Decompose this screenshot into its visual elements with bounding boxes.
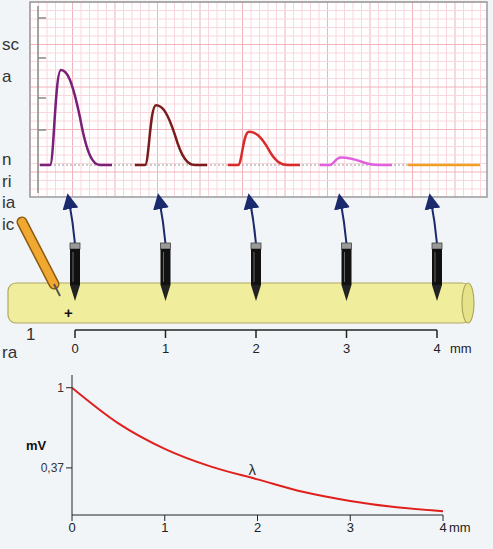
svg-text:2: 2 — [254, 520, 261, 535]
svg-text:mm: mm — [450, 341, 472, 356]
svg-text:4: 4 — [439, 520, 446, 535]
svg-text:2: 2 — [252, 341, 259, 356]
svg-text:λ: λ — [249, 461, 257, 478]
svg-text:0: 0 — [68, 520, 75, 535]
svg-text:mV: mV — [26, 438, 47, 453]
svg-text:ia: ia — [2, 193, 16, 212]
svg-text:ri: ri — [2, 172, 11, 191]
svg-text:sc: sc — [2, 35, 20, 54]
svg-text:0,37: 0,37 — [41, 461, 65, 475]
svg-text:1: 1 — [162, 341, 169, 356]
svg-text:ra: ra — [2, 343, 18, 362]
svg-text:3: 3 — [347, 520, 354, 535]
svg-text:mm: mm — [449, 520, 471, 535]
svg-text:1: 1 — [161, 520, 168, 535]
svg-text:+: + — [64, 304, 73, 321]
svg-text:a: a — [2, 67, 12, 86]
svg-text:3: 3 — [343, 341, 350, 356]
svg-text:4: 4 — [433, 341, 440, 356]
svg-text:1: 1 — [26, 325, 35, 344]
svg-text:ic: ic — [2, 215, 15, 234]
svg-text:1: 1 — [57, 381, 64, 395]
svg-text:0: 0 — [71, 341, 78, 356]
svg-text:n: n — [2, 150, 11, 169]
